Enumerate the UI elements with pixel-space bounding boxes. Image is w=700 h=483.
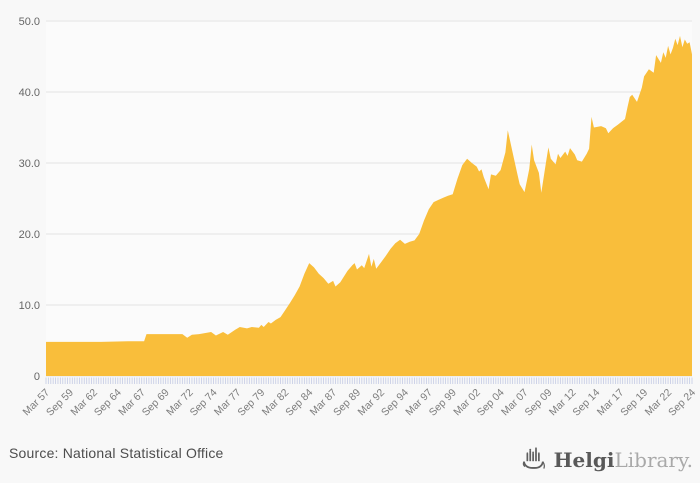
helgi-library-logo[interactable]: HelgiLibrary. [522,439,693,473]
logo-text-helgi: Helgi [553,448,615,472]
logo-wordmark: HelgiLibrary. [554,447,693,473]
area-series [46,35,692,377]
chart-footer: Source: National Statistical Office [0,431,700,483]
x-axis-label: Sep 24 [666,387,698,419]
y-axis-label: 30.0 [19,158,40,170]
helgi-ship-icon [522,447,545,469]
y-axis-label: 40.0 [19,87,40,99]
logo-text-library: Library. [614,448,693,472]
y-axis-label: 0 [34,371,40,383]
y-axis-label: 20.0 [19,229,40,241]
y-axis-label: 50.0 [19,16,40,28]
y-axis-label: 10.0 [19,300,40,312]
source-caption: Source: National Statistical Office [9,445,224,461]
x-axis-tick-strip [45,377,693,384]
